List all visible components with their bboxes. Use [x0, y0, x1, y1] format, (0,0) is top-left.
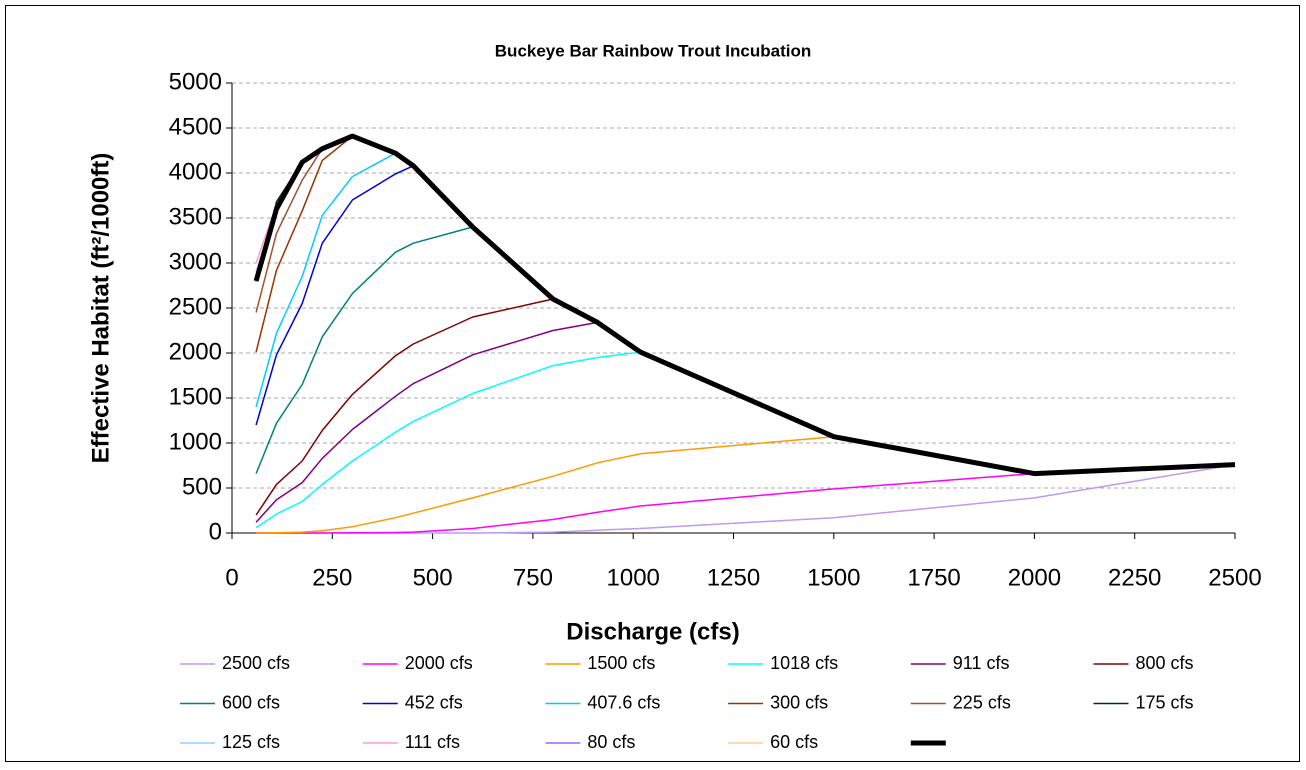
series-line: [255, 321, 598, 523]
series-line: [253, 133, 1236, 477]
series-line: [255, 351, 641, 529]
series-line: [255, 298, 554, 516]
legend-label: 2500 cfs: [222, 653, 290, 673]
legend-label: 1500 cfs: [587, 653, 655, 673]
x-tick-label: 500: [413, 564, 453, 591]
legend-label: 2000 cfs: [405, 653, 473, 673]
x-tick-label: 1000: [607, 564, 660, 591]
y-tick-label: 2000: [169, 338, 222, 365]
legend-label: 300 cfs: [770, 692, 828, 712]
series-line: [255, 226, 473, 474]
legend-label: 111 cfs: [405, 732, 460, 752]
x-tick-label: 0: [225, 564, 238, 591]
chart-frame: [5, 5, 1300, 762]
series-line: [255, 148, 323, 313]
legend-label: 407.6 cfs: [587, 692, 660, 712]
legend-label: 1018 cfs: [770, 653, 838, 673]
x-tick-label: 2250: [1108, 564, 1161, 591]
x-tick-label: 1250: [707, 564, 760, 591]
y-tick-label: 0: [209, 518, 222, 545]
series-line: [255, 135, 353, 353]
series-line: [255, 152, 396, 408]
series-line: [256, 472, 1035, 534]
x-tick-label: 750: [513, 564, 553, 591]
y-tick-label: 3000: [169, 248, 222, 275]
y-tick-label: 1000: [169, 428, 222, 455]
legend-label: 60 cfs: [770, 732, 818, 752]
x-tick-label: 2500: [1208, 564, 1261, 591]
legend-label: 80 cfs: [587, 732, 635, 752]
legend-label: 800 cfs: [1136, 653, 1194, 673]
chart-title: Buckeye Bar Rainbow Trout Incubation: [495, 41, 811, 60]
y-tick-label: 500: [182, 473, 222, 500]
legend-label: 175 cfs: [1136, 692, 1194, 712]
x-tick-label: 1500: [807, 564, 860, 591]
y-tick-label: 5000: [169, 68, 222, 95]
y-tick-label: 1500: [169, 383, 222, 410]
legend-label: 452 cfs: [405, 692, 463, 712]
y-tick-label: 3500: [169, 203, 222, 230]
x-tick-label: 250: [312, 564, 352, 591]
y-tick-label: 4500: [169, 113, 222, 140]
x-axis-label: Discharge (cfs): [566, 618, 739, 645]
y-axis-label: Effective Habitat (ft²/1000ft): [87, 153, 114, 464]
series-line: [255, 165, 414, 426]
legend-label: 911 cfs: [953, 653, 1010, 673]
series-line: [256, 435, 834, 534]
x-tick-label: 2000: [1008, 564, 1061, 591]
y-tick-label: 2500: [169, 293, 222, 320]
y-tick-label: 4000: [169, 158, 222, 185]
legend-label: 125 cfs: [222, 732, 280, 752]
legend-label: 600 cfs: [222, 692, 280, 712]
x-tick-label: 1750: [907, 564, 960, 591]
legend-label: 225 cfs: [953, 692, 1011, 712]
